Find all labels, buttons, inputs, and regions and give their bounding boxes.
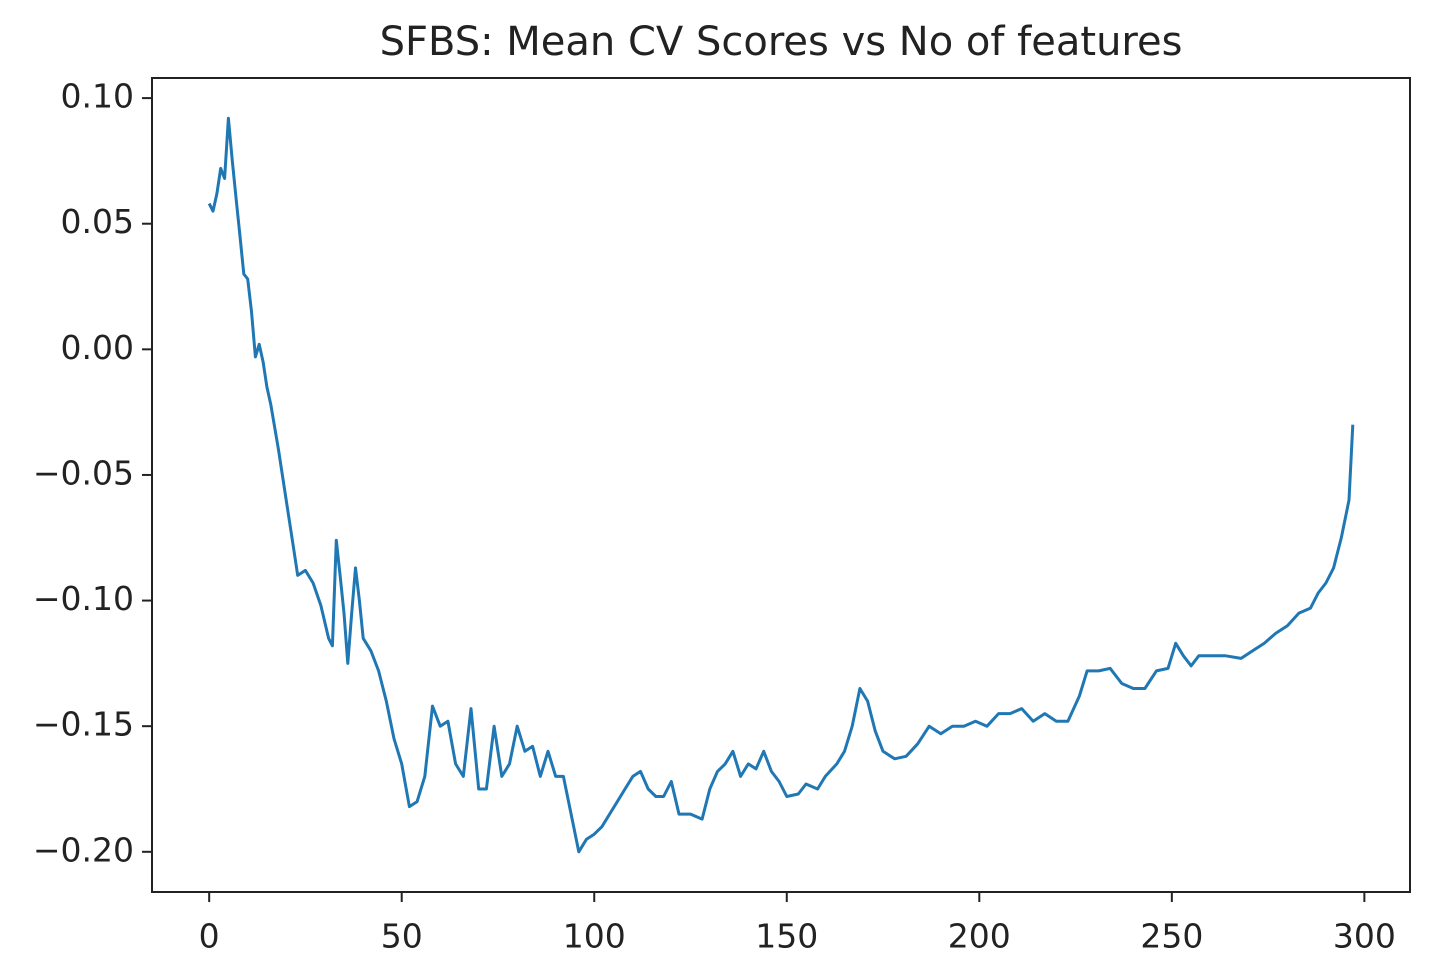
y-tick-label: 0.05 bbox=[61, 202, 134, 241]
chart-title: SFBS: Mean CV Scores vs No of features bbox=[380, 19, 1183, 65]
data-line bbox=[207, 116, 1355, 854]
x-tick-label: 300 bbox=[1333, 917, 1396, 956]
y-tick-label: −0.15 bbox=[33, 705, 134, 744]
x-tick-label: 50 bbox=[381, 917, 423, 956]
x-tick-label: 200 bbox=[948, 917, 1011, 956]
y-tick-label: −0.10 bbox=[33, 579, 134, 618]
x-tick-label: 100 bbox=[563, 917, 626, 956]
y-tick-label: −0.20 bbox=[33, 830, 134, 869]
x-tick-label: 150 bbox=[755, 917, 818, 956]
y-tick-label: −0.05 bbox=[33, 453, 134, 492]
y-tick-label: 0.00 bbox=[61, 328, 134, 367]
x-tick-label: 250 bbox=[1140, 917, 1203, 956]
x-tick-label: 0 bbox=[199, 917, 220, 956]
plot-frame bbox=[151, 77, 1411, 893]
y-tick-label: 0.10 bbox=[61, 77, 134, 116]
